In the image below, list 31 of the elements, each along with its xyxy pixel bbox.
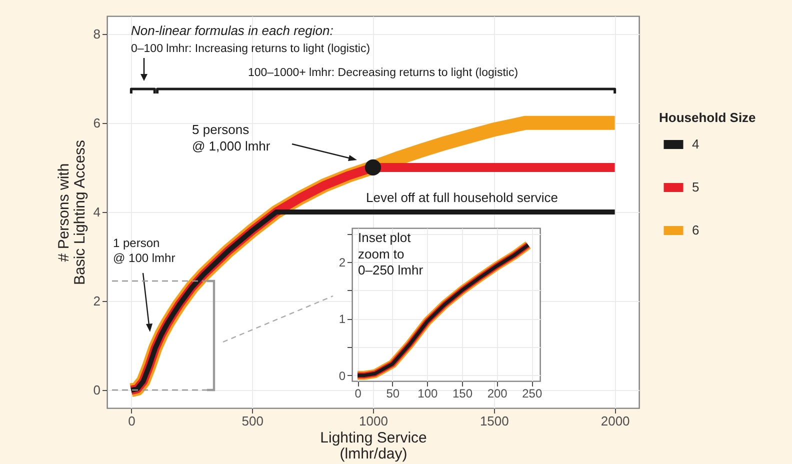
x-tick-label: 2000 <box>600 414 630 428</box>
legend-title: Household Size <box>659 110 756 126</box>
y-tick-label: 0 <box>338 368 346 383</box>
annotation: 5 persons @ 1,000 lmhr <box>192 122 271 154</box>
x-tick-label: 1500 <box>480 414 509 428</box>
y-tick-label: 1 <box>338 312 346 326</box>
annotation: 1 person @ 100 lmhr <box>113 236 176 265</box>
y-axis-title: # Persons with Basic Lighting Access <box>55 140 88 286</box>
x-tick-label: 1000 <box>359 414 388 428</box>
legend-label: 5 <box>692 180 700 195</box>
x-tick-label: 200 <box>487 386 508 400</box>
y-tick-label: 8 <box>93 26 100 42</box>
legend-label: 6 <box>692 222 700 238</box>
annotation: 100–1000+ lmhr: Decreasing returns to light (logistic) <box>248 67 518 79</box>
x-tick-label: 500 <box>242 414 264 428</box>
x-axis-title: Lighting Service (lmhr/day) <box>320 430 427 462</box>
x-tick-label: 0 <box>354 386 362 400</box>
legend-label: 4 <box>692 136 700 152</box>
annotation: 0–100 lmhr: Increasing returns to light (logistic) <box>131 43 370 55</box>
annotation: Non-linear formulas in each region: <box>131 23 334 38</box>
x-tick-label: 50 <box>386 386 400 400</box>
annotation: Inset plot zoom to 0–250 lmhr <box>358 230 424 278</box>
x-tick-label: 0 <box>128 414 136 428</box>
x-tick-label: 150 <box>452 386 473 400</box>
x-tick-label: 250 <box>522 386 542 400</box>
y-tick-label: 4 <box>93 204 100 220</box>
y-tick-label: 2 <box>338 256 346 270</box>
y-tick-label: 6 <box>93 115 100 130</box>
y-tick-label: 2 <box>93 294 100 309</box>
x-tick-label: 100 <box>418 386 438 400</box>
annotation: Level off at full household service <box>366 190 558 205</box>
